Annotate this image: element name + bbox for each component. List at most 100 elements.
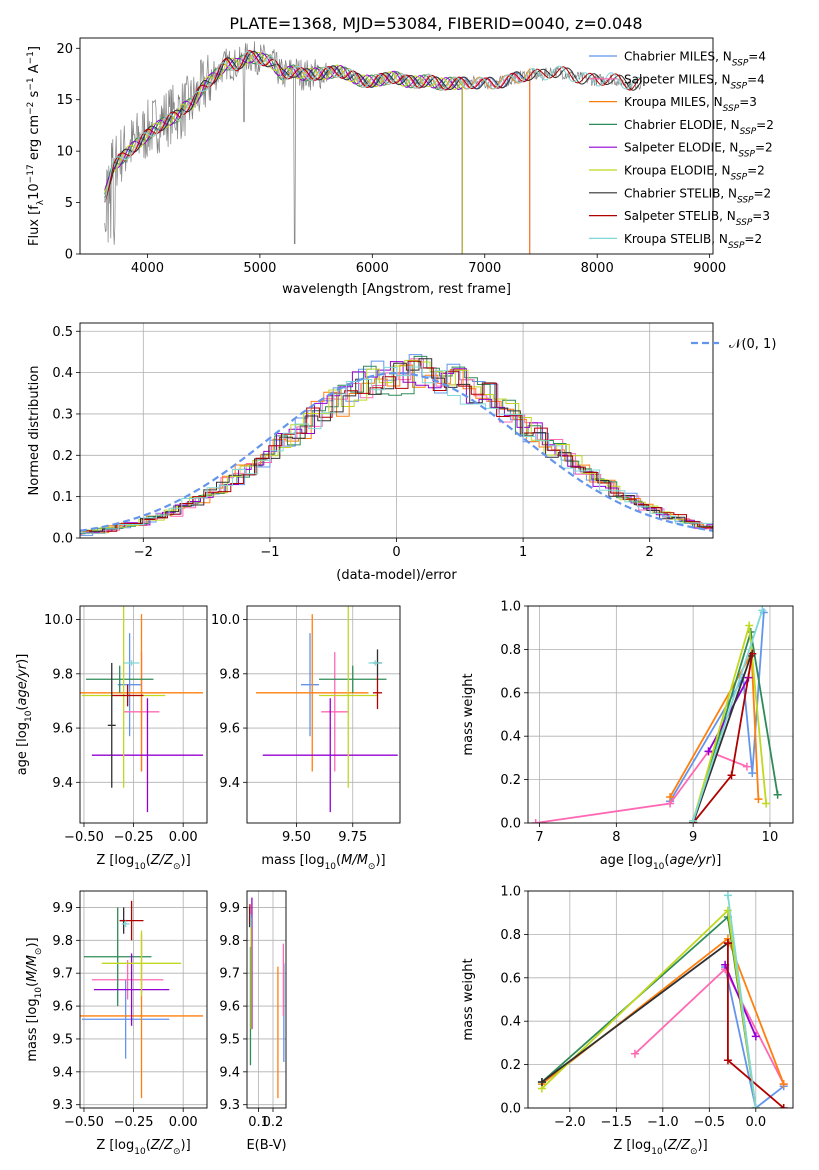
weight-line	[692, 655, 752, 823]
weight-marker	[751, 1104, 760, 1108]
mass-vs-Z-ytick-label: 9.4	[52, 1065, 73, 1080]
mass-vs-ebv-ytick-label: 9.8	[219, 934, 240, 949]
residuals-axes: −2 −1 0 1 2 0.0 0.1 0.2 0.3 0.4 0.5 (data-model)/er…	[27, 322, 776, 583]
weight-marker	[666, 792, 675, 801]
weight-vs-Z-grid	[528, 890, 793, 1109]
age-vs-Z-ytick-label: 9.4	[52, 776, 73, 791]
mass-vs-ebv-xtick-label: 0.1	[248, 1115, 269, 1130]
spectrum-xtick-label: 9000	[693, 261, 726, 276]
weight-vs-Z-xtick-label: −1.0	[647, 1115, 679, 1130]
residuals-xtick-label: 2	[646, 545, 654, 560]
age-vs-Z-xtick-label: 0.00	[169, 830, 198, 845]
mass-vs-ebv-plot-area	[248, 897, 285, 1099]
errorbar-point	[93, 953, 170, 1026]
mass-vs-ebv-ytick-label: 9.3	[219, 1098, 240, 1113]
legend-label: Chabrier STELIB, NSSP=2	[624, 186, 771, 205]
errorbar-point	[368, 660, 382, 666]
residuals-plot-area	[80, 354, 713, 536]
weight-line	[535, 750, 748, 823]
spectrum-ytick-label: 0	[65, 248, 73, 263]
weight-series	[689, 606, 767, 823]
weight-marker	[531, 819, 540, 823]
weight-marker	[723, 891, 732, 900]
mass-vs-ebv-axis: 0.10.2 9.3 9.4 9.5 9.6 9.7 9.8 9.9 E(B-V)	[219, 890, 287, 1153]
mass-vs-ebv-grid	[247, 891, 286, 1108]
weight-marker	[754, 795, 763, 804]
spectrum-xtick-label: 4000	[131, 261, 164, 276]
ebv-xlabel: E(B-V)	[246, 1138, 286, 1153]
weight-vs-age-ytick-label: 0.8	[500, 643, 521, 658]
weight-series	[721, 962, 788, 1108]
errorbar-point	[319, 665, 387, 693]
weight-marker	[762, 799, 771, 808]
weight-series	[723, 891, 760, 1108]
weight-line	[541, 942, 729, 1083]
residual-histogram	[80, 358, 713, 536]
weight-marker	[689, 816, 698, 823]
residual-histogram	[80, 355, 713, 535]
weight-vs-Z-xlabel: Z [log10(Z/Z⊙)]	[613, 1138, 707, 1157]
spectrum-model-line	[104, 50, 642, 203]
weight-marker	[779, 1104, 788, 1108]
weight-marker	[748, 769, 757, 778]
mass-vs-Z-axes: −0.50 −0.25 0.00 9.3 9.4 9.5 9.6 9.7 9.8 9.9 Z [lo…	[25, 890, 208, 1157]
age-vs-Z-axes: −0.50 −0.25 0.00 9.4 9.6 9.8 10.0 Z [log10(Z/Z⊙…	[15, 605, 208, 872]
errorbar-point	[301, 633, 319, 737]
spectrum-axes: 4000 5000 6000 7000 8000 9000 0 5 10 15 20 waveleng…	[26, 37, 774, 297]
residual-histogram	[80, 361, 713, 533]
errorbar-point	[123, 660, 140, 666]
errorbar-point	[117, 633, 142, 737]
weight-vs-Z-ytick-label: 0.2	[500, 1058, 521, 1073]
age-vs-Z-ylabel: age [log10(age/yr)]	[15, 654, 34, 776]
spectrum-model-line	[104, 53, 463, 254]
weight-vs-Z-ylabel: mass weight	[461, 958, 476, 1040]
weight-line	[692, 610, 764, 822]
mass-vs-Z-ytick-label: 9.7	[52, 967, 73, 982]
weight-vs-Z-axes: −2.0 −1.5 −1.0 −0.5 0.0 0.0 0.2 0.4 0.6 0.8 1.0 Z […	[461, 885, 794, 1157]
age-vs-Z-ytick-label: 10.0	[44, 613, 73, 628]
weight-marker	[758, 606, 767, 615]
age-vs-mass-axes: 9.50 9.75 9.4 9.6 9.8 10.0 mass [log10(M/M⊙)]	[211, 605, 401, 872]
weight-marker	[773, 790, 782, 799]
mass-vs-Z-grid	[80, 891, 207, 1108]
age-vs-Z-axis: −0.50 −0.25 0.00 9.4 9.6 9.8 10.0 Z [log10(Z/Z⊙…	[15, 605, 208, 872]
age-vs-mass-plot-area	[256, 606, 398, 813]
legend-label: Salpeter ELODIE, NSSP=2	[624, 141, 773, 160]
residuals-ytick-label: 0.5	[52, 325, 73, 340]
residuals-xtick-label: −1	[260, 545, 279, 560]
legend-label: Kroupa MILES, NSSP=3	[624, 95, 757, 114]
residual-histogram	[80, 354, 713, 536]
spectrum-ylabel: Flux [fλ10−17 erg cm−2 s−1 A−1]	[26, 46, 46, 246]
age-vs-Z-xlabel: Z [log10(Z/Z⊙)]	[96, 853, 190, 872]
mass-vs-Z-axis: −0.50 −0.25 0.00 9.3 9.4 9.5 9.6 9.7 9.8 9.9 Z [lo…	[25, 890, 208, 1157]
spectrum-data-line	[104, 41, 643, 245]
weight-vs-age-xtick-label: 10	[762, 830, 779, 845]
mass-vs-ebv-ytick-label: 9.5	[219, 1032, 240, 1047]
weight-vs-age-axes: 7 8 9 10 0.0 0.2 0.4 0.6 0.8 1.0 age [log10(age/yr…	[461, 600, 794, 872]
age-vs-Z-ytick-label: 9.8	[52, 667, 73, 682]
errorbar-point	[321, 652, 349, 772]
weight-vs-Z-xtick-label: −1.5	[601, 1115, 633, 1130]
weight-vs-Z-xtick-label: −2.0	[554, 1115, 586, 1130]
mass-vs-ebv-ytick-label: 9.7	[219, 967, 240, 982]
weight-marker	[727, 771, 736, 780]
spectrum-ytick-label: 10	[56, 145, 73, 160]
weight-line	[541, 908, 757, 1108]
mass-vs-Z-ytick-label: 9.8	[52, 934, 73, 949]
mass-vs-ebv-ytick-label: 9.4	[219, 1065, 240, 1080]
weight-vs-Z-ytick-label: 0.8	[500, 928, 521, 943]
errorbar-point	[107, 662, 116, 788]
age-vs-mass-xlabel: mass [log10(M/M⊙)]	[261, 853, 385, 872]
residual-histogram	[80, 366, 713, 534]
weight-marker	[742, 762, 751, 771]
weight-line	[724, 966, 785, 1108]
spectrum-model-line	[104, 50, 643, 198]
weight-vs-age-ytick-label: 0.4	[500, 730, 521, 745]
age-vs-mass-xtick-label: 9.75	[338, 830, 367, 845]
weight-marker	[537, 1077, 546, 1086]
age-vs-Z-grid	[80, 606, 207, 823]
legend-label: Salpeter STELIB, NSSP=3	[624, 209, 770, 228]
errorbar-point	[80, 614, 204, 772]
weight-marker	[723, 1056, 732, 1065]
mass-vs-Z-ylabel: mass [log10(M/M⊙)]	[25, 937, 44, 1061]
